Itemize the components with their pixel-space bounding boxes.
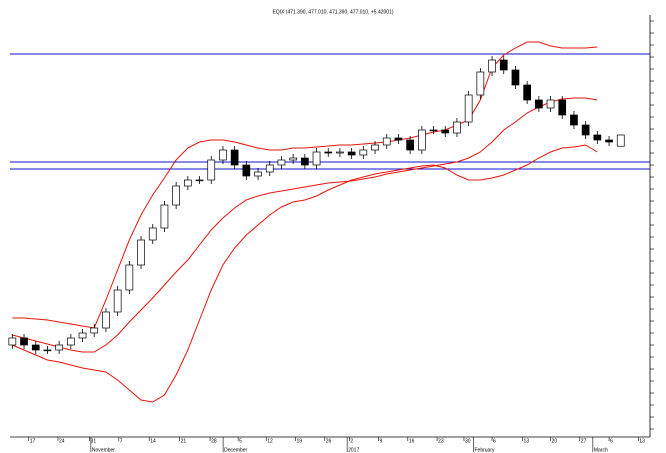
month-label: December [224, 447, 247, 453]
x-tick-label: 24 [59, 438, 65, 444]
candle-body [148, 227, 157, 241]
candle-body [90, 327, 99, 334]
candle-body [230, 149, 239, 166]
candle-body [137, 239, 145, 266]
candle-body [406, 139, 414, 151]
x-tick-label: 7 [120, 438, 123, 444]
candle-body [160, 204, 169, 229]
candle-body [558, 99, 567, 116]
candle-body [511, 69, 520, 86]
candle-body [570, 114, 578, 126]
candle-body [219, 149, 227, 161]
band-line [12, 41, 598, 329]
candle-body [371, 144, 379, 151]
candle-body [113, 289, 122, 313]
candle-body [78, 332, 87, 339]
month-label: February [474, 447, 495, 453]
candle-body [464, 94, 473, 123]
candle-body [55, 344, 63, 351]
candle-body [277, 159, 286, 166]
candle-body [43, 349, 52, 352]
x-tick-label: 5 [239, 438, 242, 444]
candle-body [347, 151, 356, 156]
candle-body [499, 59, 508, 71]
x-tick-label: 21 [181, 438, 187, 444]
candle-body [207, 159, 216, 181]
x-tick-label: 30 [465, 438, 471, 444]
band-line [12, 97, 598, 353]
candle-body [66, 337, 75, 346]
candle-body [254, 171, 262, 177]
candle-body [476, 71, 485, 96]
candle-body [125, 264, 134, 291]
candle-body [312, 151, 321, 166]
candle-body [382, 137, 391, 146]
candle-body [394, 137, 403, 141]
candle-body [242, 164, 251, 177]
month-label: March [594, 447, 608, 453]
candle-body [195, 179, 204, 182]
candle-body [605, 139, 613, 143]
candle-body [183, 179, 192, 187]
candle-body [31, 344, 40, 351]
candle-body [441, 129, 450, 134]
candle-body [616, 134, 625, 147]
x-tick-label: 26 [326, 438, 332, 444]
x-tick-label: 20 [552, 438, 558, 444]
x-tick-label: 2 [350, 438, 353, 444]
candle-body [289, 157, 297, 161]
month-label: 2017 [348, 447, 359, 453]
candle-body [8, 337, 17, 346]
candle-body [417, 129, 426, 151]
chart-title: EQIX (471.390, 477.010, 471.390, 477.010… [272, 9, 393, 15]
x-tick-label: 13 [639, 438, 645, 444]
candle-body [300, 157, 309, 166]
candle-body [546, 99, 555, 109]
x-tick-label: 16 [409, 438, 415, 444]
x-tick-label: 27 [581, 438, 587, 444]
candle-body [359, 149, 368, 156]
candle-body [534, 99, 543, 109]
x-tick-label: 12 [267, 438, 273, 444]
candle-body [324, 151, 333, 154]
candle-body [172, 185, 180, 206]
candle-body [523, 84, 531, 101]
candle-body [20, 337, 28, 346]
x-tick-label: 19 [296, 438, 302, 444]
x-tick-label: 6 [493, 438, 496, 444]
x-tick-label: 23 [438, 438, 444, 444]
candle-body [488, 59, 496, 73]
candle-body [102, 311, 110, 329]
x-tick-label: 17 [30, 438, 36, 444]
candle-body [453, 121, 461, 134]
x-tick-label: 9 [380, 438, 383, 444]
candle-body [593, 134, 602, 141]
candle-body [581, 124, 590, 136]
band-line [12, 144, 598, 403]
candle-body [265, 164, 274, 173]
x-tick-label: 6 [610, 438, 613, 444]
x-tick-label: 13 [523, 438, 529, 444]
candle-body [336, 151, 344, 154]
month-label: November [92, 447, 115, 453]
candle-body [429, 129, 438, 132]
x-tick-label: 14 [150, 438, 156, 444]
x-tick-label: 28 [211, 438, 217, 444]
x-tick-label: 31 [91, 438, 97, 444]
